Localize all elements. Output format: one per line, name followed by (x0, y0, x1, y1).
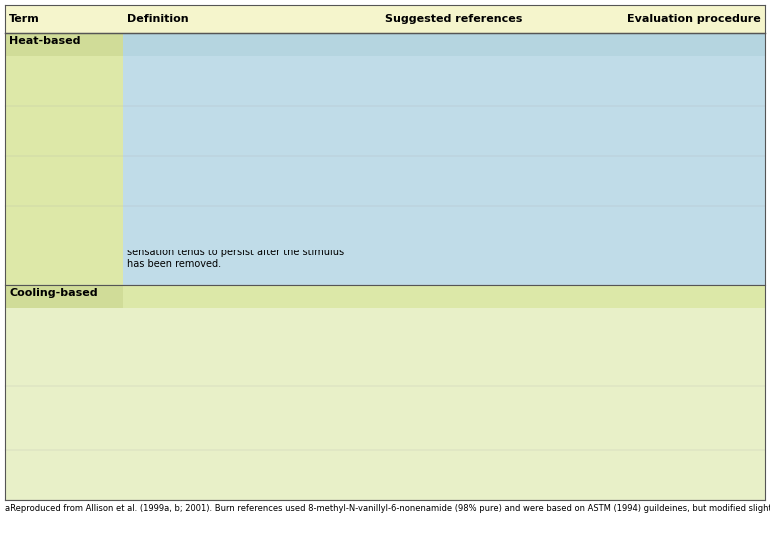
Bar (381, 450, 583, 500)
Bar (122, 285, 765, 308)
Text: The sharp burning sensation
on the soft palate and throat: The sharp burning sensation on the soft … (127, 159, 268, 182)
Text: Evaluation procedure: Evaluation procedure (628, 14, 761, 24)
Bar (122, 450, 381, 500)
Bar (5, 106, 122, 156)
Bar (381, 156, 583, 207)
Text: Hold 10 mL of reference solution in
mouth for 10 sec, expectorate, and
identify : Hold 10 mL of reference solution in mout… (587, 453, 768, 488)
Text: 0.8 ppm capsaicin = 5.0
1.3 ppm capsaicin = 7.5
2.6 ppm capsaicin = 11.5: 0.8 ppm capsaicin = 5.0 1.3 ppm capsaici… (385, 59, 511, 94)
Text: Cooling-based: Cooling-based (9, 287, 98, 297)
Text: The prickly, tingly sensation in the oral cavity,
typically after exposure to et: The prickly, tingly sensation in the ora… (127, 453, 353, 476)
Bar (381, 106, 583, 156)
Bar (122, 56, 381, 106)
Text: The sharp burning sensation on the lips,
gums, hard palate, inner cheeks, and
bo: The sharp burning sensation on the lips,… (127, 109, 324, 144)
Text: The sharp, prickling, burning sensation on the
top, side, and bottom surfaces of: The sharp, prickling, burning sensation … (127, 59, 353, 82)
Text: aReproduced from Allison et al. (1999a, b; 2001). Burn references used 8-methyl-: aReproduced from Allison et al. (1999a, … (5, 504, 770, 513)
Bar (5, 308, 122, 386)
Text: 0.010% menthol solution = 1.0
0.033% menthol solution = 3.0
0.066% menthol solut: 0.010% menthol solution = 1.0 0.033% men… (385, 389, 537, 424)
Text: Hold 10 mL of reference solution in
mouth for 10 sec, expectorate, and
identify : Hold 10 mL of reference solution in mout… (587, 389, 770, 436)
Bar (381, 56, 583, 106)
Bar (381, 386, 583, 450)
Text: Tongue burn: Tongue burn (9, 59, 69, 70)
Bar (583, 386, 765, 450)
Text: 0.010% menthol solution = 1.0
0.033% menthol solution = 3.0
0.066% menthol solut: 0.010% menthol solution = 1.0 0.033% men… (385, 453, 537, 488)
Bar (381, 308, 583, 386)
Text: Nasal cooling: Nasal cooling (9, 389, 75, 399)
Text: Menthol burn: Menthol burn (9, 453, 74, 463)
Text: Hold 10 mL of reference solution in
mouth for 10 sec, expectorate, and
identify : Hold 10 mL of reference solution in mout… (587, 311, 767, 370)
Text: Oral cavity burn: Oral cavity burn (9, 109, 88, 119)
Bar (583, 106, 765, 156)
Text: Heat-based: Heat-based (9, 36, 81, 46)
Text: Throat burn: Throat burn (9, 159, 66, 169)
Text: 0.8 ppm capsaicin = 4.0
1.3 ppm capsaicin = 6.5
2.6 ppm capsaicin = 12.0: 0.8 ppm capsaicin = 4.0 1.3 ppm capsaici… (385, 159, 511, 194)
Bar (122, 33, 765, 56)
Text: Definition: Definition (127, 14, 189, 24)
Text: 0.8 ppm capsaicin = 4.0
1.3 ppm capsaicin = 5.5
2.6 ppm capsaicin = 12.0: 0.8 ppm capsaicin = 4.0 1.3 ppm capsaici… (385, 109, 511, 144)
Bar (5, 33, 122, 56)
Text: A reference sample is held in the mouth
for 5 sec before expectoration or swallo: A reference sample is held in the mouth … (587, 59, 770, 82)
Bar (122, 106, 381, 156)
Text: General burn definition: General burn definition (9, 209, 122, 219)
Bar (381, 207, 583, 285)
Text: 0.010% menthol solution = 3.0
0.033% menthol solution = 7.0
0.066% menthol solut: 0.010% menthol solution = 3.0 0.033% men… (385, 311, 543, 346)
Bar (5, 156, 122, 207)
Bar (5, 5, 765, 33)
Bar (583, 450, 765, 500)
Bar (5, 56, 122, 106)
Text: The chemical cool sensation in the nasal
cavity or sinus.: The chemical cool sensation in the nasal… (127, 389, 326, 411)
Bar (583, 207, 765, 285)
Text: Oral cooling: Oral cooling (9, 311, 68, 320)
Bar (583, 308, 765, 386)
Text: Burning sensation in the nasal cavity and
throat, resulting from exposure to a s: Burning sensation in the nasal cavity an… (127, 209, 354, 269)
Bar (5, 450, 122, 500)
Bar (122, 207, 381, 285)
Bar (5, 386, 122, 450)
Bar (5, 207, 122, 285)
Bar (583, 156, 765, 207)
Bar (122, 156, 381, 207)
Bar (5, 285, 122, 308)
Bar (122, 386, 381, 450)
Bar (122, 308, 381, 386)
Bar (583, 56, 765, 106)
Text: Suggested references: Suggested references (385, 14, 523, 24)
Text: The chemical cool sensation on all
surfaces of the mouth.: The chemical cool sensation on all surfa… (127, 311, 296, 333)
Text: Term: Term (9, 14, 40, 24)
